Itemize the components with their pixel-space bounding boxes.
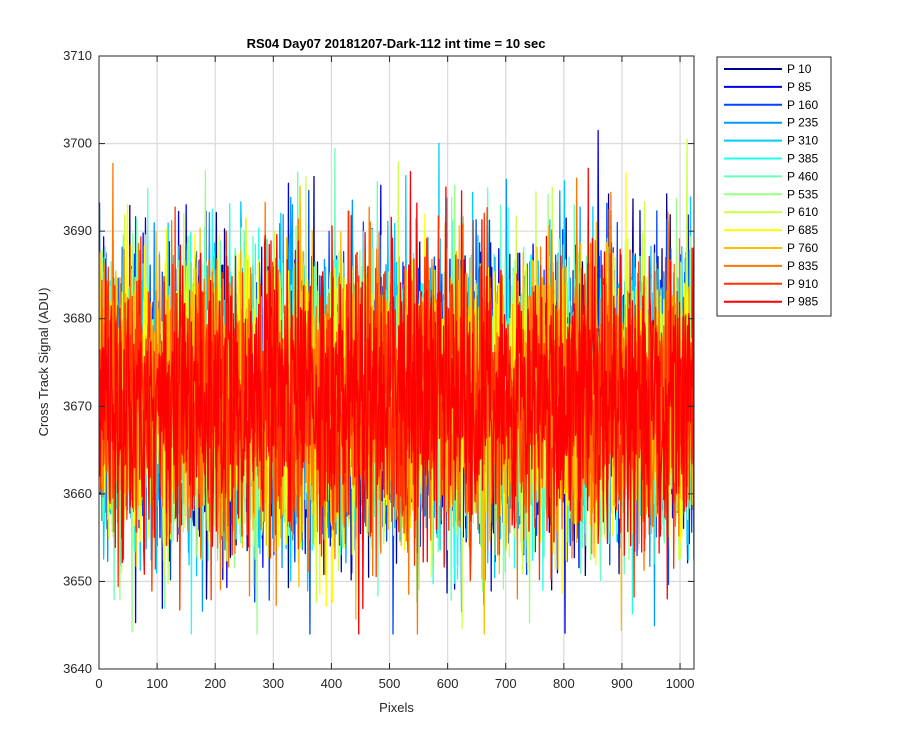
legend-entry: P 460 xyxy=(787,169,818,183)
x-tick-label: 300 xyxy=(262,676,284,691)
legend-entry: P 685 xyxy=(787,223,818,237)
x-axis-label: Pixels xyxy=(379,700,414,715)
legend-entry: P 85 xyxy=(787,80,812,94)
x-tick-label: 400 xyxy=(321,676,343,691)
series-line-p-985 xyxy=(99,167,694,635)
x-tick-label: 0 xyxy=(95,676,102,691)
legend-entry: P 160 xyxy=(787,98,818,112)
legend-entry: P 10 xyxy=(787,62,812,76)
legend-entry: P 760 xyxy=(787,241,818,255)
x-tick-label: 600 xyxy=(437,676,459,691)
legend-entry: P 385 xyxy=(787,152,818,166)
legend-entry: P 310 xyxy=(787,134,818,148)
legend-entry: P 610 xyxy=(787,205,818,219)
y-tick-label: 3710 xyxy=(63,48,92,63)
legend-entry: P 835 xyxy=(787,259,818,273)
series-group xyxy=(99,129,694,635)
chart-title: RS04 Day07 20181207-Dark-112 int time = … xyxy=(247,36,546,51)
x-tick-label: 700 xyxy=(495,676,517,691)
legend-entry: P 985 xyxy=(787,295,818,309)
y-tick-label: 3690 xyxy=(63,223,92,238)
y-tick-label: 3660 xyxy=(63,486,92,501)
legend-box xyxy=(716,56,832,317)
y-tick-label: 3640 xyxy=(63,661,92,676)
y-tick-label: 3670 xyxy=(63,398,92,413)
y-axis-label: Cross Track Signal (ADU) xyxy=(36,288,51,437)
legend-entry: P 910 xyxy=(787,277,818,291)
legend-entry: P 235 xyxy=(787,116,818,130)
y-tick-label: 3700 xyxy=(63,136,92,151)
x-tick-label: 200 xyxy=(204,676,226,691)
x-tick-label: 900 xyxy=(611,676,633,691)
x-tick-label: 1000 xyxy=(666,676,695,691)
x-tick-label: 500 xyxy=(379,676,401,691)
x-tick-label: 100 xyxy=(146,676,168,691)
legend: P 10 P 85 P 160 P 235 P 310 P 385 P 460 P 535 P … xyxy=(716,56,832,317)
legend-entry: P 535 xyxy=(787,187,818,201)
x-tick-label: 800 xyxy=(553,676,575,691)
y-tick-label: 3680 xyxy=(63,311,92,326)
y-tick-label: 3650 xyxy=(63,573,92,588)
ticks: 0 100 200 300 400 500 600 700 800 900 1000 3640 3650… xyxy=(63,48,694,691)
plot-frame xyxy=(98,55,695,670)
